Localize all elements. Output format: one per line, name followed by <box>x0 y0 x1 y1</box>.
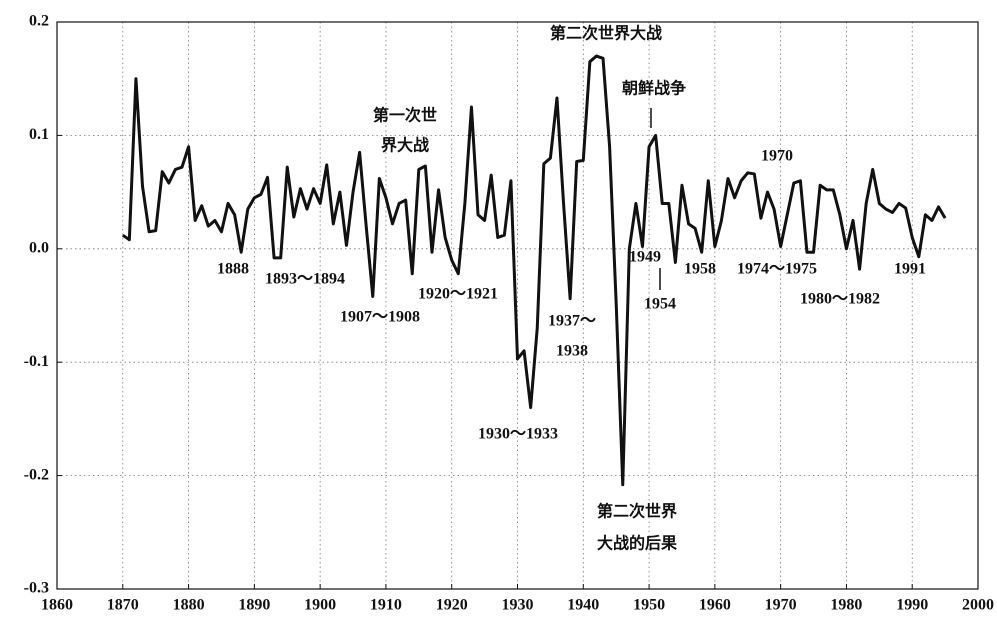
y-tick-label: 0.0 <box>29 239 49 256</box>
x-tick-label: 1950 <box>633 597 665 614</box>
y-tick-label: 0.2 <box>29 13 49 30</box>
x-tick-label: 1920 <box>436 597 468 614</box>
x-tick-label: 1910 <box>370 597 402 614</box>
x-tick-label: 1880 <box>173 597 205 614</box>
annotation: 1970 <box>761 148 793 165</box>
annotation: 第二次世界大战 <box>550 24 662 43</box>
y-tick-label: -0.3 <box>24 580 49 597</box>
annotation: 1930～1933 <box>478 426 558 443</box>
x-tick-label: 1990 <box>896 597 928 614</box>
x-tick-label: 1860 <box>41 597 73 614</box>
y-tick-label: -0.1 <box>24 353 49 370</box>
annotation: 1991 <box>894 261 926 278</box>
annotation: 1958 <box>684 261 716 278</box>
annotation: 1907～1908 <box>340 309 420 326</box>
annotation: 1974～1975 <box>737 261 817 278</box>
plot-frame <box>56 21 979 590</box>
x-tick-label: 1900 <box>304 597 336 614</box>
annotation: 1893～1894 <box>265 271 345 288</box>
annotation: 大战的后果 <box>597 534 677 553</box>
annotation: 1888 <box>217 261 249 278</box>
x-tick-label: 1970 <box>765 597 797 614</box>
annotation: 1980～1982 <box>800 291 880 308</box>
annotation: 第一次世 <box>373 106 437 125</box>
y-tick-label: 0.1 <box>29 126 49 143</box>
annotation: 1954 <box>644 296 676 313</box>
annotation: 1949 <box>629 249 661 266</box>
x-tick-label: 1930 <box>502 597 534 614</box>
x-tick-label: 1980 <box>830 597 862 614</box>
y-tick-label: -0.2 <box>24 466 49 483</box>
x-tick-label: 1940 <box>567 597 599 614</box>
data-line <box>121 54 947 487</box>
annotation: 1920～1921 <box>418 286 498 303</box>
annotation: 1937～ <box>548 313 596 330</box>
annotation: 朝鲜战争 <box>622 79 686 98</box>
x-tick-label: 1890 <box>238 597 270 614</box>
x-tick-label: 1870 <box>107 597 139 614</box>
x-tick-label: 2000 <box>962 597 994 614</box>
annotation: 界大战 <box>381 136 429 155</box>
x-tick-label: 1960 <box>699 597 731 614</box>
annotation: 1938 <box>556 343 588 360</box>
annotation: 第二次世界 <box>597 502 677 521</box>
